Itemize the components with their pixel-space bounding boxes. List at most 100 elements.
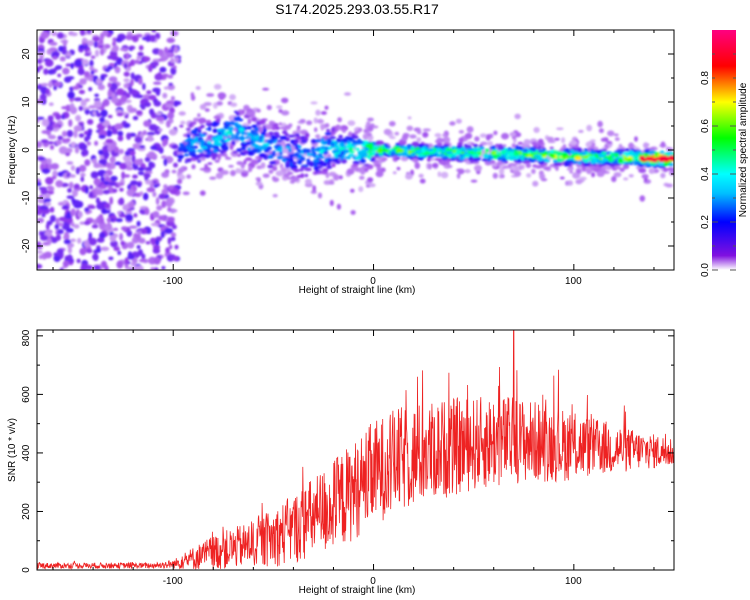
heatmap-cell bbox=[299, 156, 306, 160]
heatmap-cell bbox=[193, 117, 200, 123]
heatmap-cell bbox=[566, 167, 574, 171]
heatmap-cell bbox=[125, 213, 133, 222]
heatmap-cell bbox=[610, 158, 614, 162]
heatmap-cell bbox=[63, 231, 70, 240]
heatmap-cell bbox=[357, 127, 363, 132]
heatmap-cell bbox=[472, 148, 479, 152]
heatmap-cell bbox=[193, 134, 201, 137]
heatmap-cell bbox=[275, 170, 284, 177]
heatmap-cell bbox=[385, 146, 392, 149]
heatmap-cell bbox=[41, 130, 50, 134]
heatmap-cell bbox=[499, 164, 504, 170]
heatmap-cell bbox=[199, 139, 204, 144]
heatmap-cell bbox=[458, 130, 465, 134]
heatmap-cell bbox=[619, 167, 625, 172]
heatmap-cell bbox=[39, 93, 47, 101]
heatmap-cell bbox=[549, 164, 555, 168]
heatmap-cell bbox=[38, 65, 44, 70]
heatmap-cell bbox=[102, 189, 110, 195]
heatmap-cell bbox=[116, 88, 125, 96]
heatmap-cell bbox=[61, 222, 70, 231]
heatmap-cell bbox=[120, 240, 125, 246]
heatmap-cell bbox=[81, 59, 89, 66]
heatmap-cell bbox=[92, 111, 97, 116]
heatmap-cell bbox=[166, 37, 176, 44]
heatmap-cell bbox=[86, 141, 92, 146]
heatmap-cell bbox=[46, 237, 52, 245]
heatmap-cell bbox=[63, 239, 71, 245]
y-tick-label: 0 bbox=[21, 147, 32, 153]
heatmap-cell bbox=[131, 154, 136, 163]
heatmap-cell bbox=[181, 166, 186, 169]
heatmap-cell bbox=[204, 163, 208, 169]
heatmap-cell bbox=[470, 142, 475, 146]
heatmap-cell bbox=[162, 92, 168, 99]
heatmap-cell bbox=[230, 102, 238, 107]
heatmap-cell bbox=[473, 143, 479, 148]
heatmap-cell bbox=[370, 158, 376, 162]
heatmap-cell bbox=[106, 129, 113, 137]
heatmap-cell bbox=[542, 148, 547, 151]
heatmap-cell bbox=[326, 128, 331, 133]
heatmap-cell bbox=[187, 137, 195, 141]
heatmap-cell bbox=[294, 152, 300, 158]
heatmap-cell bbox=[600, 137, 608, 142]
heatmap-cell bbox=[389, 136, 396, 140]
heatmap-cell bbox=[168, 185, 174, 191]
heatmap-cell bbox=[173, 256, 179, 262]
heatmap-cell bbox=[98, 44, 104, 49]
heatmap-cell bbox=[191, 164, 196, 170]
heatmap-cell bbox=[55, 217, 60, 226]
heatmap-cell bbox=[186, 174, 192, 179]
heatmap-cell bbox=[84, 52, 91, 57]
heatmap-cell bbox=[79, 78, 87, 85]
heatmap-cell bbox=[183, 153, 190, 157]
heatmap-cell bbox=[43, 251, 53, 259]
heatmap-cell bbox=[227, 126, 234, 131]
heatmap-cell bbox=[455, 146, 463, 149]
heatmap-cell bbox=[643, 142, 649, 149]
heatmap-cell bbox=[628, 174, 634, 178]
heatmap-cell bbox=[156, 147, 163, 152]
heatmap-cell bbox=[125, 209, 133, 216]
heatmap-cell bbox=[73, 130, 78, 138]
heatmap-cell bbox=[607, 130, 615, 137]
heatmap-cell bbox=[65, 51, 72, 58]
heatmap-cell bbox=[87, 30, 91, 34]
heatmap-cell bbox=[212, 148, 218, 154]
heatmap-cell bbox=[45, 176, 54, 185]
heatmap-cell bbox=[604, 144, 609, 149]
heatmap-cell bbox=[369, 183, 376, 188]
heatmap-cell bbox=[409, 134, 417, 139]
heatmap-cell bbox=[649, 161, 657, 165]
heatmap-cell bbox=[103, 173, 109, 178]
heatmap-cell bbox=[614, 133, 619, 137]
heatmap-cell bbox=[262, 173, 270, 178]
heatmap-cell bbox=[144, 102, 151, 108]
heatmap-cell bbox=[256, 108, 261, 113]
heatmap-cell bbox=[590, 139, 596, 143]
heatmap-cell bbox=[561, 137, 566, 144]
heatmap-cell bbox=[267, 164, 274, 169]
heatmap-cell bbox=[525, 163, 532, 168]
heatmap-cell bbox=[182, 191, 190, 196]
heatmap-cell bbox=[44, 59, 54, 67]
heatmap-cell bbox=[114, 146, 119, 153]
heatmap-cell bbox=[590, 144, 595, 151]
heatmap-cell bbox=[304, 173, 309, 178]
heatmap-cell bbox=[137, 249, 143, 256]
heatmap-cell bbox=[161, 188, 169, 195]
heatmap-cell bbox=[164, 46, 169, 54]
colorbar-ticks bbox=[712, 53, 736, 271]
heatmap-cell bbox=[115, 37, 123, 43]
heatmap-cell bbox=[443, 144, 450, 148]
heatmap-cell bbox=[190, 94, 196, 101]
heatmap-cell bbox=[230, 170, 236, 177]
heatmap-cell bbox=[285, 146, 291, 149]
heatmap-cell bbox=[75, 114, 82, 122]
heatmap-cell bbox=[323, 150, 328, 155]
heatmap-cell bbox=[82, 38, 88, 43]
heatmap-cell bbox=[586, 124, 593, 132]
heatmap-cell bbox=[70, 62, 75, 70]
heatmap-cell bbox=[572, 153, 577, 157]
